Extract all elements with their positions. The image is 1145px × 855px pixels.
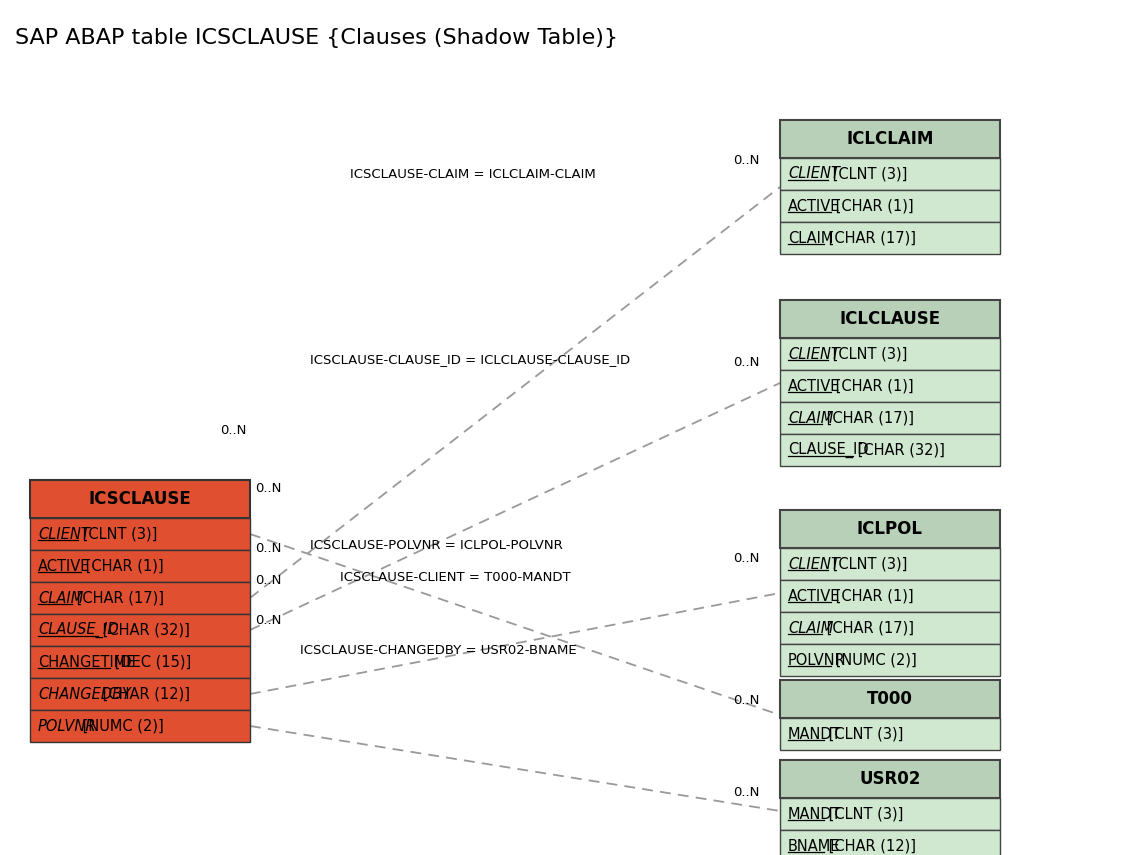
FancyBboxPatch shape [780,222,1000,254]
FancyBboxPatch shape [780,644,1000,676]
Text: [CHAR (1)]: [CHAR (1)] [831,588,914,604]
Text: POLVNR: POLVNR [38,718,96,734]
FancyBboxPatch shape [30,518,250,550]
Text: USR02: USR02 [859,770,921,788]
Text: CLIENT: CLIENT [788,346,840,362]
Text: [CLNT (3)]: [CLNT (3)] [828,167,908,181]
Text: CLAIM: CLAIM [788,621,834,635]
Text: [DEC (15)]: [DEC (15)] [110,654,191,669]
Text: [CLNT (3)]: [CLNT (3)] [824,806,903,822]
Text: ICLCLAUSE: ICLCLAUSE [839,310,940,328]
Text: [NUMC (2)]: [NUMC (2)] [831,652,917,668]
Text: CLAIM: CLAIM [788,231,834,245]
FancyBboxPatch shape [780,338,1000,370]
Text: [CHAR (32)]: [CHAR (32)] [98,622,190,638]
Text: SAP ABAP table ICSCLAUSE {Clauses (Shadow Table)}: SAP ABAP table ICSCLAUSE {Clauses (Shado… [15,28,618,48]
Text: POLVNR: POLVNR [788,652,846,668]
Text: CHANGEDBY: CHANGEDBY [38,687,131,701]
FancyBboxPatch shape [780,120,1000,158]
Text: T000: T000 [867,690,913,708]
FancyBboxPatch shape [30,678,250,710]
Text: ICSCLAUSE-CLAIM = ICLCLAIM-CLAIM: ICSCLAUSE-CLAIM = ICLCLAIM-CLAIM [350,168,595,181]
Text: [CHAR (17)]: [CHAR (17)] [821,621,914,635]
Text: CLIENT: CLIENT [788,557,840,571]
FancyBboxPatch shape [780,190,1000,222]
Text: 0..N: 0..N [734,551,760,564]
Text: ACTIVE: ACTIVE [788,198,840,214]
Text: [CHAR (17)]: [CHAR (17)] [71,591,164,605]
Text: ICSCLAUSE-CLIENT = T000-MANDT: ICSCLAUSE-CLIENT = T000-MANDT [340,570,570,583]
Text: 0..N: 0..N [734,693,760,706]
FancyBboxPatch shape [780,798,1000,830]
Text: ACTIVE: ACTIVE [38,558,90,574]
Text: [CHAR (1)]: [CHAR (1)] [831,198,914,214]
Text: [CHAR (17)]: [CHAR (17)] [821,410,914,426]
Text: ACTIVE: ACTIVE [788,588,840,604]
FancyBboxPatch shape [780,548,1000,580]
FancyBboxPatch shape [30,710,250,742]
FancyBboxPatch shape [780,402,1000,434]
Text: 0..N: 0..N [255,541,282,555]
Text: 0..N: 0..N [734,786,760,799]
Text: CLAUSE_ID: CLAUSE_ID [788,442,869,458]
FancyBboxPatch shape [30,480,250,518]
Text: 0..N: 0..N [255,614,282,627]
FancyBboxPatch shape [30,646,250,678]
Text: ICSCLAUSE-CLAUSE_ID = ICLCLAUSE-CLAUSE_ID: ICSCLAUSE-CLAUSE_ID = ICLCLAUSE-CLAUSE_I… [310,353,630,367]
Text: CLIENT: CLIENT [38,527,89,541]
FancyBboxPatch shape [780,718,1000,750]
FancyBboxPatch shape [780,680,1000,718]
FancyBboxPatch shape [780,370,1000,402]
FancyBboxPatch shape [780,158,1000,190]
FancyBboxPatch shape [30,550,250,582]
Text: [CHAR (12)]: [CHAR (12)] [98,687,190,701]
Text: [CHAR (12)]: [CHAR (12)] [824,839,916,853]
FancyBboxPatch shape [780,434,1000,466]
FancyBboxPatch shape [780,612,1000,644]
FancyBboxPatch shape [30,582,250,614]
Text: 0..N: 0..N [220,423,246,437]
Text: 0..N: 0..N [255,574,282,587]
FancyBboxPatch shape [30,614,250,646]
Text: CLAIM: CLAIM [788,410,834,426]
FancyBboxPatch shape [780,580,1000,612]
FancyBboxPatch shape [780,300,1000,338]
Text: [NUMC (2)]: [NUMC (2)] [78,718,164,734]
Text: [CLNT (3)]: [CLNT (3)] [828,557,908,571]
FancyBboxPatch shape [780,830,1000,855]
Text: 0..N: 0..N [734,356,760,369]
Text: CLIENT: CLIENT [788,167,840,181]
Text: [CHAR (17)]: [CHAR (17)] [824,231,916,245]
FancyBboxPatch shape [780,760,1000,798]
Text: MANDT: MANDT [788,727,842,741]
Text: ICSCLAUSE-CHANGEDBY = USR02-BNAME: ICSCLAUSE-CHANGEDBY = USR02-BNAME [300,644,577,657]
Text: [CHAR (1)]: [CHAR (1)] [81,558,164,574]
Text: MANDT: MANDT [788,806,842,822]
Text: BNAME: BNAME [788,839,840,853]
Text: [CHAR (32)]: [CHAR (32)] [853,443,945,457]
Text: ICLPOL: ICLPOL [856,520,923,538]
Text: CLAIM: CLAIM [38,591,84,605]
Text: [CLNT (3)]: [CLNT (3)] [824,727,903,741]
Text: ACTIVE: ACTIVE [788,379,840,393]
FancyBboxPatch shape [780,510,1000,548]
Text: ICSCLAUSE-POLVNR = ICLPOL-POLVNR: ICSCLAUSE-POLVNR = ICLPOL-POLVNR [310,539,562,551]
Text: ICLCLAIM: ICLCLAIM [846,130,933,148]
Text: [CLNT (3)]: [CLNT (3)] [78,527,158,541]
Text: ICSCLAUSE: ICSCLAUSE [88,490,191,508]
Text: 0..N: 0..N [734,155,760,168]
Text: [CHAR (1)]: [CHAR (1)] [831,379,914,393]
Text: 0..N: 0..N [255,481,282,494]
Text: CHANGETIME: CHANGETIME [38,654,135,669]
Text: [CLNT (3)]: [CLNT (3)] [828,346,908,362]
Text: CLAUSE_ID: CLAUSE_ID [38,622,119,638]
